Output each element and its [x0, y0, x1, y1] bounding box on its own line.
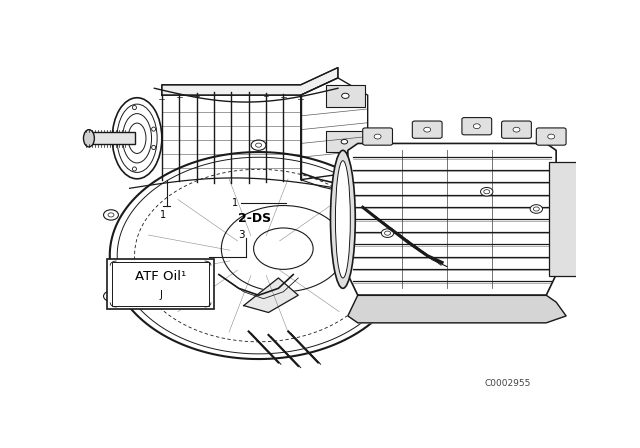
Polygon shape	[348, 143, 556, 295]
FancyBboxPatch shape	[462, 117, 492, 135]
Text: ATF Oil¹: ATF Oil¹	[135, 270, 186, 283]
Ellipse shape	[83, 129, 94, 147]
FancyBboxPatch shape	[326, 85, 365, 107]
Ellipse shape	[530, 205, 543, 213]
Text: J: J	[159, 290, 162, 300]
FancyBboxPatch shape	[548, 163, 579, 276]
Bar	[108, 259, 214, 309]
Ellipse shape	[104, 291, 118, 302]
Text: C0002955: C0002955	[484, 379, 531, 388]
Text: 1: 1	[232, 198, 237, 208]
Ellipse shape	[152, 146, 156, 150]
Ellipse shape	[342, 93, 349, 99]
FancyBboxPatch shape	[412, 121, 442, 138]
FancyBboxPatch shape	[85, 132, 134, 145]
Polygon shape	[301, 78, 367, 180]
Ellipse shape	[548, 134, 555, 139]
Polygon shape	[348, 295, 566, 323]
Ellipse shape	[513, 127, 520, 132]
Ellipse shape	[251, 140, 266, 151]
Ellipse shape	[399, 210, 413, 220]
Ellipse shape	[118, 136, 122, 140]
Ellipse shape	[104, 210, 118, 220]
Text: 3: 3	[237, 230, 244, 240]
FancyBboxPatch shape	[536, 128, 566, 145]
Polygon shape	[244, 278, 298, 313]
Ellipse shape	[132, 167, 136, 171]
Ellipse shape	[132, 106, 136, 110]
FancyBboxPatch shape	[363, 128, 392, 145]
Text: 1: 1	[160, 210, 166, 220]
Ellipse shape	[474, 124, 480, 129]
FancyBboxPatch shape	[502, 121, 531, 138]
Text: 2-DS: 2-DS	[237, 212, 271, 225]
Ellipse shape	[341, 139, 348, 144]
Bar	[112, 263, 209, 306]
Ellipse shape	[374, 134, 381, 139]
Ellipse shape	[381, 229, 394, 237]
Ellipse shape	[112, 98, 162, 179]
Ellipse shape	[152, 127, 156, 131]
Ellipse shape	[424, 127, 431, 132]
FancyBboxPatch shape	[326, 131, 363, 152]
Ellipse shape	[481, 187, 493, 196]
Ellipse shape	[335, 161, 350, 278]
Polygon shape	[162, 68, 338, 95]
Ellipse shape	[330, 151, 355, 289]
